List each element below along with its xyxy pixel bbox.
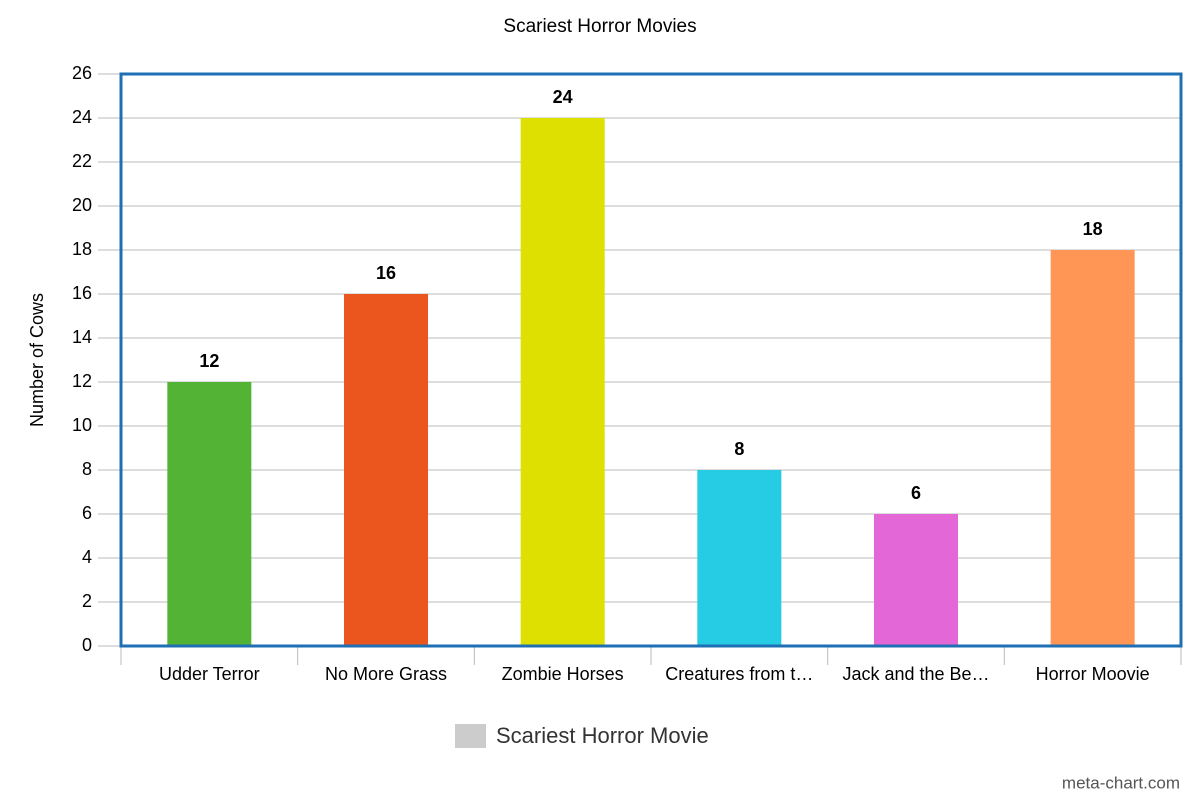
chart-title: Scariest Horror Movies <box>503 16 696 37</box>
y-tick-label: 10 <box>72 415 92 435</box>
y-tick-label: 26 <box>72 63 92 83</box>
y-tick-label: 8 <box>82 459 92 479</box>
y-tick-label: 0 <box>82 635 92 655</box>
value-label: 24 <box>553 87 573 107</box>
x-tick-label: Zombie Horses <box>502 664 624 684</box>
watermark: meta-chart.com <box>1062 773 1180 792</box>
bar <box>874 514 958 646</box>
y-tick-label: 12 <box>72 371 92 391</box>
bar <box>344 294 428 646</box>
y-tick-label: 24 <box>72 107 92 127</box>
y-tick-label: 14 <box>72 327 92 347</box>
value-label: 18 <box>1083 219 1103 239</box>
x-tick-label: Udder Terror <box>159 664 260 684</box>
y-tick-label: 6 <box>82 503 92 523</box>
bar <box>167 382 252 646</box>
y-tick-label: 22 <box>72 151 92 171</box>
value-label: 16 <box>376 263 396 283</box>
x-tick-label: Horror Moovie <box>1036 664 1150 684</box>
y-tick-label: 20 <box>72 195 92 215</box>
y-tick-label: 4 <box>82 547 92 567</box>
bar <box>520 118 605 646</box>
y-tick-label: 16 <box>72 283 92 303</box>
value-label: 6 <box>911 483 921 503</box>
x-tick-label: Creatures from t… <box>665 664 813 684</box>
plot-border <box>119 72 1183 648</box>
legend-label: Scariest Horror Movie <box>496 723 709 748</box>
value-label: 8 <box>734 439 744 459</box>
legend-swatch <box>455 724 486 748</box>
x-tick-label: Jack and the Be… <box>842 664 989 684</box>
y-tick-label: 18 <box>72 239 92 259</box>
y-axis-label: Number of Cows <box>27 293 47 427</box>
bar <box>697 470 782 646</box>
y-tick-label: 2 <box>82 591 92 611</box>
x-tick-label: No More Grass <box>325 664 447 684</box>
value-label: 12 <box>199 351 219 371</box>
bar <box>1050 250 1135 646</box>
